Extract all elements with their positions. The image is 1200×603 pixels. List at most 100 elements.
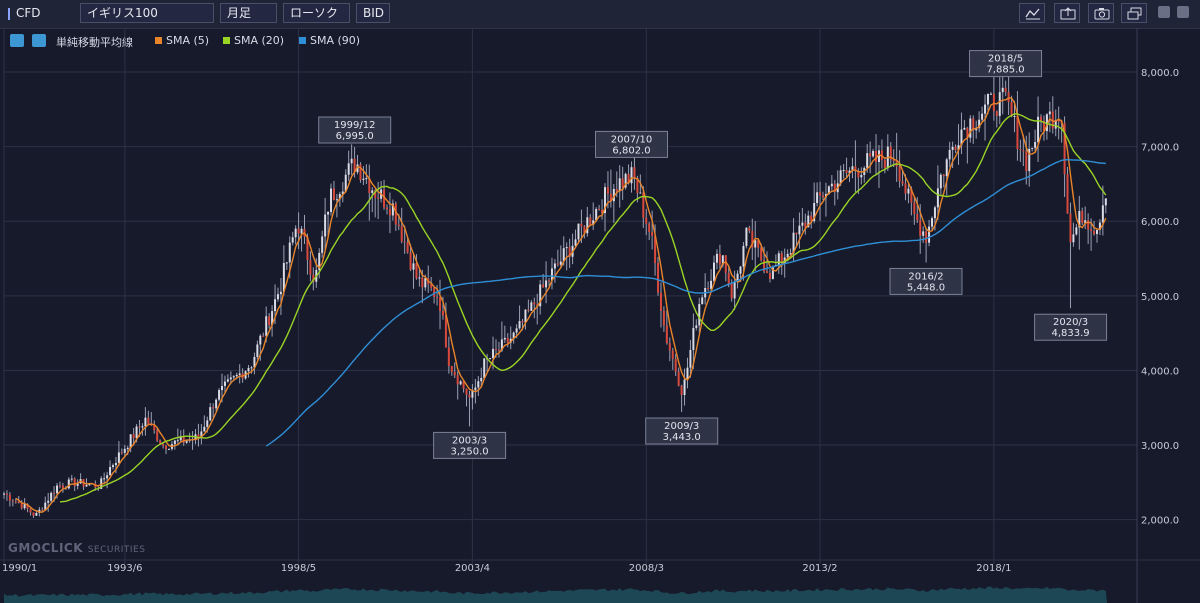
candle-body (1104, 198, 1107, 206)
candle-body (792, 232, 795, 254)
candle-body (701, 297, 704, 305)
candle-body (274, 299, 277, 312)
candle-body (276, 294, 279, 300)
candle-body (362, 178, 365, 180)
candle-body (730, 283, 733, 299)
chart-style-selector[interactable]: ローソク (283, 3, 350, 23)
candle-body (282, 262, 285, 292)
candle-body (960, 129, 963, 146)
candle-body (56, 485, 59, 494)
candle-body (1019, 149, 1022, 151)
candle-body (795, 232, 798, 235)
candle-body (827, 186, 830, 194)
candle-body (822, 195, 825, 198)
close-icon[interactable] (1177, 6, 1189, 18)
callout-value: 3,250.0 (451, 446, 489, 457)
candle-body (1081, 210, 1084, 224)
candle-body (1093, 231, 1096, 235)
candle-body (580, 223, 583, 227)
candle-body (692, 327, 695, 350)
candle-body (365, 178, 368, 180)
candle-body (936, 188, 939, 208)
candle-body (430, 284, 433, 288)
candle-body (1078, 210, 1081, 228)
candle-body (1016, 115, 1019, 150)
candle-body (300, 228, 303, 234)
annotations: 1999/126,995.0 2003/33,250.0 2007/106,802.… (318, 50, 1108, 459)
candle-body (892, 159, 895, 161)
candle-body (212, 407, 215, 409)
candle-body (724, 255, 727, 273)
candle-body (978, 119, 981, 129)
callout-date: 2007/10 (611, 134, 653, 145)
candle-body (657, 263, 660, 293)
candle-body (712, 262, 715, 281)
candle-body (583, 226, 586, 234)
callout-value: 6,802.0 (612, 145, 650, 156)
sma90-label: SMA (90) (310, 34, 361, 47)
callout-value: 4,833.9 (1052, 328, 1090, 339)
candle-body (456, 375, 459, 385)
candle-body (167, 448, 170, 450)
candle-body (103, 478, 106, 480)
window-button[interactable] (1121, 3, 1147, 23)
candle-body (972, 118, 975, 131)
export-button[interactable] (1054, 3, 1080, 23)
candle-body (524, 309, 527, 323)
callout-date: 2016/2 (908, 271, 943, 282)
candle-body (321, 236, 324, 253)
candle-body (954, 146, 957, 150)
candle-body (497, 349, 500, 351)
candle-body (568, 247, 571, 257)
candle-body (359, 164, 362, 180)
candle-body (409, 252, 412, 270)
candle-body (683, 379, 686, 396)
candle-body (928, 226, 931, 243)
y-tick-label: 4,000.0 (1141, 366, 1179, 377)
screenshot-button[interactable] (1088, 3, 1114, 23)
candle-body (1034, 142, 1037, 148)
minimize-icon[interactable] (1158, 6, 1170, 18)
candle-body (279, 291, 282, 295)
candle-body (992, 93, 995, 112)
candle-body (512, 332, 515, 339)
candle-body (162, 443, 165, 446)
candle-body (754, 240, 757, 248)
sma-line-20 (59, 113, 1107, 503)
candle-body (901, 181, 904, 184)
expand-icon[interactable] (32, 34, 46, 47)
candle-body (153, 424, 156, 431)
candle-body (1075, 227, 1078, 235)
candle-body (1084, 220, 1087, 224)
candle-body (232, 376, 235, 378)
candle-body (804, 222, 807, 228)
price-callout (1034, 313, 1108, 341)
candle-body (877, 150, 880, 162)
comment-icon[interactable] (10, 34, 24, 47)
price-callout (318, 116, 392, 144)
candle-body (898, 166, 901, 182)
candle-body (397, 224, 400, 227)
candle-body (256, 344, 259, 357)
candle-body (112, 465, 115, 467)
indicator-button[interactable] (1019, 3, 1045, 23)
candle-body (67, 479, 70, 489)
candle-body (330, 188, 333, 212)
price-chart[interactable]: 1999/126,995.0 2003/33,250.0 2007/106,802.… (0, 28, 1200, 603)
sma-line-5 (15, 97, 1107, 513)
sma20-swatch (223, 37, 230, 44)
candle-body (159, 440, 162, 444)
candle-body (565, 247, 568, 249)
candle-body (981, 113, 984, 120)
candle-body (545, 280, 548, 288)
symbol-selector[interactable]: イギリス100 (80, 3, 214, 23)
candle-body (745, 227, 748, 246)
candle-body (833, 183, 836, 193)
candle-body (550, 268, 553, 281)
price-side-selector[interactable]: BID (356, 3, 390, 23)
callout-date: 2009/3 (664, 421, 699, 432)
timeframe-selector[interactable]: 月足 (220, 3, 277, 23)
candle-body (88, 484, 91, 486)
candle-body (106, 475, 109, 479)
candle-body (948, 149, 951, 160)
